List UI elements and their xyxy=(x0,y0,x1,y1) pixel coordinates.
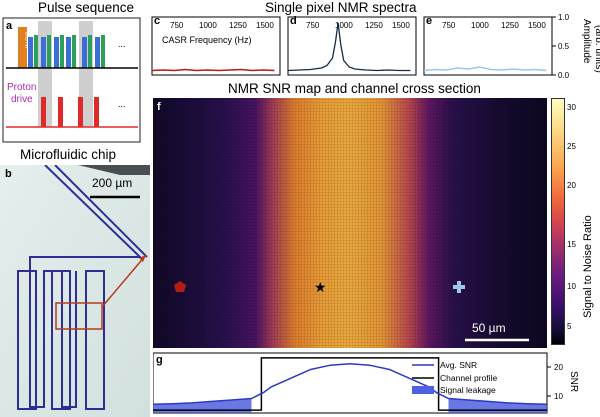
spectrum-c-tick-750: 750 xyxy=(170,21,184,30)
odnp-ellipsis: ... xyxy=(118,39,126,49)
spectrum-e-tick-1500: 1500 xyxy=(528,21,546,30)
map-markers: ★ 50 µm xyxy=(174,279,529,342)
colorbar-tick-20: 20 xyxy=(567,181,576,190)
spectrum-c-xlabel: CASR Frequency (Hz) xyxy=(162,35,252,45)
roi-box xyxy=(55,302,103,330)
spectra-panels: c 750 1000 1250 1500 CASR Frequency (Hz)… xyxy=(151,13,600,80)
odnp-label: ODNP xyxy=(24,31,31,52)
spectrum-d-tick-1250: 1250 xyxy=(365,21,383,30)
channel-right xyxy=(85,270,105,410)
spectrum-e-tick-750: 750 xyxy=(442,21,456,30)
pulse-sequence-panel: a ODNP ... Proton drive ... xyxy=(2,17,141,143)
snr-tick-20: 20 xyxy=(554,363,563,372)
channel-left xyxy=(17,270,37,410)
spectrum-c-tick-1000: 1000 xyxy=(199,21,217,30)
snr-map: f ★ 50 µm xyxy=(153,98,547,348)
map-scale-bar-label: 50 µm xyxy=(472,321,506,335)
marker-plus-e xyxy=(453,281,465,293)
spectrum-e-tick-1000: 1000 xyxy=(471,21,489,30)
legend-channel-profile: Channel profile xyxy=(440,373,497,383)
amp-tick-05: 0.5 xyxy=(558,42,570,51)
spectrum-c-frame xyxy=(151,16,281,76)
colorbar-tick-30: 30 xyxy=(567,103,576,112)
chip-scale-bar-label: 200 µm xyxy=(92,176,132,190)
channel-profile-line xyxy=(153,357,547,411)
microfluidic-chip-image: b 200 µm xyxy=(0,165,150,417)
panel-label-b: b xyxy=(5,168,12,180)
spectrum-d-tick-1500: 1500 xyxy=(392,21,410,30)
colorbar-title: Signal to Noise Ratio xyxy=(582,215,594,318)
odnp-pulse-train xyxy=(28,35,105,68)
legend-avg-snr: Avg. SNR xyxy=(440,360,477,370)
panel-label-d: d xyxy=(290,15,297,27)
panel-label-a: a xyxy=(6,20,13,32)
spectrum-d-frame xyxy=(287,16,417,76)
spectrum-d-line xyxy=(287,22,411,72)
legend-signal-leakage: Signal leakage xyxy=(440,385,496,395)
heading-snr-map: NMR SNR map and channel cross section xyxy=(228,81,481,96)
colorbar xyxy=(551,98,565,345)
roi-arrow xyxy=(101,254,147,308)
colorbar-tick-25: 25 xyxy=(567,142,576,151)
proton-drive-label-line1: Proton xyxy=(7,82,36,93)
spectrum-d-tick-750: 750 xyxy=(306,21,320,30)
heading-microfluidic-chip: Microfluidic chip xyxy=(20,147,117,162)
spectrum-c-tick-1250: 1250 xyxy=(229,21,247,30)
marker-star-d: ★ xyxy=(314,279,327,295)
colorbar-tick-5: 5 xyxy=(567,322,572,331)
pulse-panel-frame xyxy=(2,17,141,143)
amp-tick-1: 1.0 xyxy=(558,13,570,22)
amp-axis-label-line2: (arb. units) xyxy=(593,25,600,73)
cross-section-legend: Avg. SNR Channel profile Signal leakage xyxy=(412,360,497,395)
proton-pulses xyxy=(41,97,99,127)
spectrum-c-line xyxy=(151,68,275,72)
marker-pentagon-c xyxy=(174,281,186,292)
heading-pulse-sequence: Pulse sequence xyxy=(38,0,135,15)
heading-single-pixel-spectra: Single pixel NMR spectra xyxy=(265,0,417,15)
snr-tick-10: 10 xyxy=(554,392,563,401)
spectrum-e-tick-1250: 1250 xyxy=(501,21,519,30)
cross-section-frame xyxy=(153,352,548,414)
colorbar-tick-15: 15 xyxy=(567,240,576,249)
panel-label-c: c xyxy=(154,15,160,27)
colorbar-tick-10: 10 xyxy=(567,282,576,291)
channel-middle xyxy=(51,270,71,410)
spectrum-d-tick-1000: 1000 xyxy=(335,21,353,30)
proton-ellipsis: ... xyxy=(118,99,126,109)
spectrum-c-tick-1500: 1500 xyxy=(256,21,274,30)
panel-label-e: e xyxy=(426,15,432,27)
panel-label-g: g xyxy=(156,354,163,366)
odnp-pulse xyxy=(18,27,27,68)
spectrum-e-line xyxy=(423,66,547,72)
amp-tick-0: 0.0 xyxy=(558,71,570,80)
amp-axis-label-line1: Amplitude xyxy=(581,19,592,64)
avg-snr-line xyxy=(153,362,548,406)
snr-cross-section: g Avg. SNR Channel profile Signal leakag… xyxy=(153,352,579,414)
snr-axis-label: SNR xyxy=(568,371,579,392)
panel-label-f: f xyxy=(157,101,161,113)
proton-drive-label-line2: drive xyxy=(11,94,33,105)
